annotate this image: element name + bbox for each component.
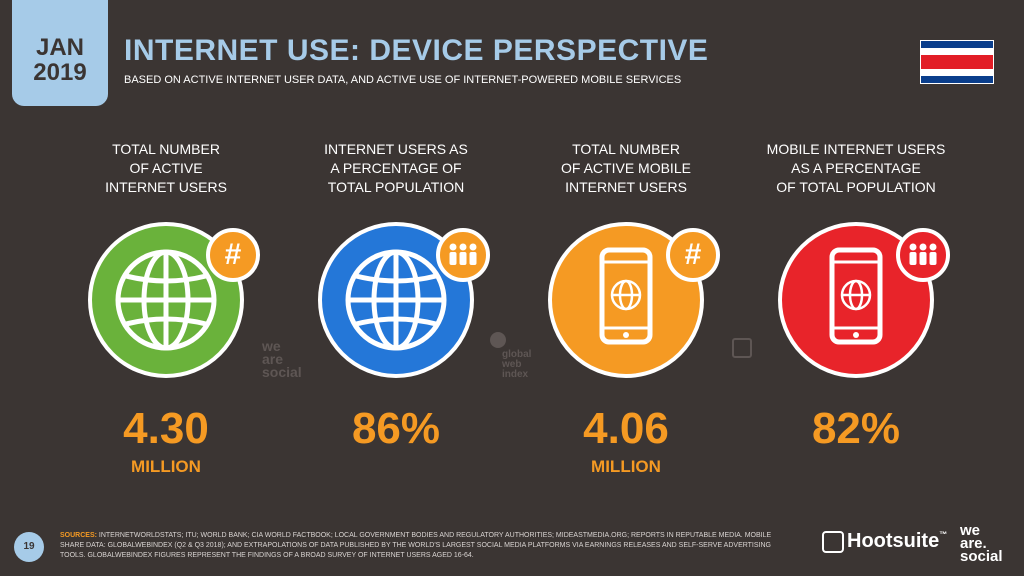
- stat-internet-penetration: INTERNET USERS AS A PERCENTAGE OF TOTAL PO…: [286, 140, 506, 453]
- stat-mobile-internet-users: TOTAL NUMBER OF ACTIVE MOBILE INTERNET USE…: [516, 140, 736, 476]
- we-are-social-logo: we are. social: [960, 522, 1003, 565]
- people-icon: [896, 228, 950, 282]
- hootsuite-logo: Hootsuite™: [822, 530, 947, 553]
- stat-label: INTERNET USERS AS A PERCENTAGE OF TOTAL PO…: [324, 141, 468, 195]
- hootsuite-owl-watermark-icon: [732, 338, 752, 358]
- page-title: INTERNET USE: DEVICE PERSPECTIVE: [124, 34, 709, 67]
- globalwebindex-watermark: global web index: [490, 332, 531, 380]
- people-icon: [436, 228, 490, 282]
- stat-value: 4.30: [123, 404, 209, 453]
- stat-value: 86%: [351, 404, 441, 453]
- stat-label: MOBILE INTERNET USERS AS A PERCENTAGE OF T…: [766, 141, 946, 195]
- stat-mobile-penetration: MOBILE INTERNET USERS AS A PERCENTAGE OF T…: [746, 140, 966, 453]
- sources-text: INTERNETWORLDSTATS; ITU; WORLD BANK; CIA…: [60, 532, 772, 559]
- costa-rica-flag-icon: [920, 40, 994, 84]
- stat-unit: MILLION: [131, 457, 201, 476]
- page-subtitle: BASED ON ACTIVE INTERNET USER DATA, AND …: [124, 74, 682, 86]
- stat-unit: MILLION: [591, 457, 661, 476]
- stat-label: TOTAL NUMBER OF ACTIVE INTERNET USERS: [105, 141, 227, 195]
- sources-label: SOURCES:: [60, 532, 97, 539]
- page-number: 19: [14, 532, 44, 562]
- we-are-social-watermark: we are social: [262, 338, 302, 380]
- hash-icon: #: [666, 228, 720, 282]
- date-year: 2019: [33, 59, 87, 86]
- stat-total-internet-users: TOTAL NUMBER OF ACTIVE INTERNET USERS # 4.…: [56, 140, 276, 476]
- date-month: JAN: [35, 34, 84, 61]
- sources-note: SOURCES: INTERNETWORLDSTATS; ITU; WORLD …: [60, 531, 780, 561]
- gwi-logo-icon: [490, 332, 506, 348]
- stat-value: 82%: [811, 404, 901, 453]
- hootsuite-owl-icon: [822, 530, 844, 553]
- date-tab: JAN 2019: [12, 0, 108, 106]
- hash-icon: #: [206, 228, 260, 282]
- stat-label: TOTAL NUMBER OF ACTIVE MOBILE INTERNET USE…: [561, 141, 691, 195]
- stat-value: 4.06: [583, 404, 669, 453]
